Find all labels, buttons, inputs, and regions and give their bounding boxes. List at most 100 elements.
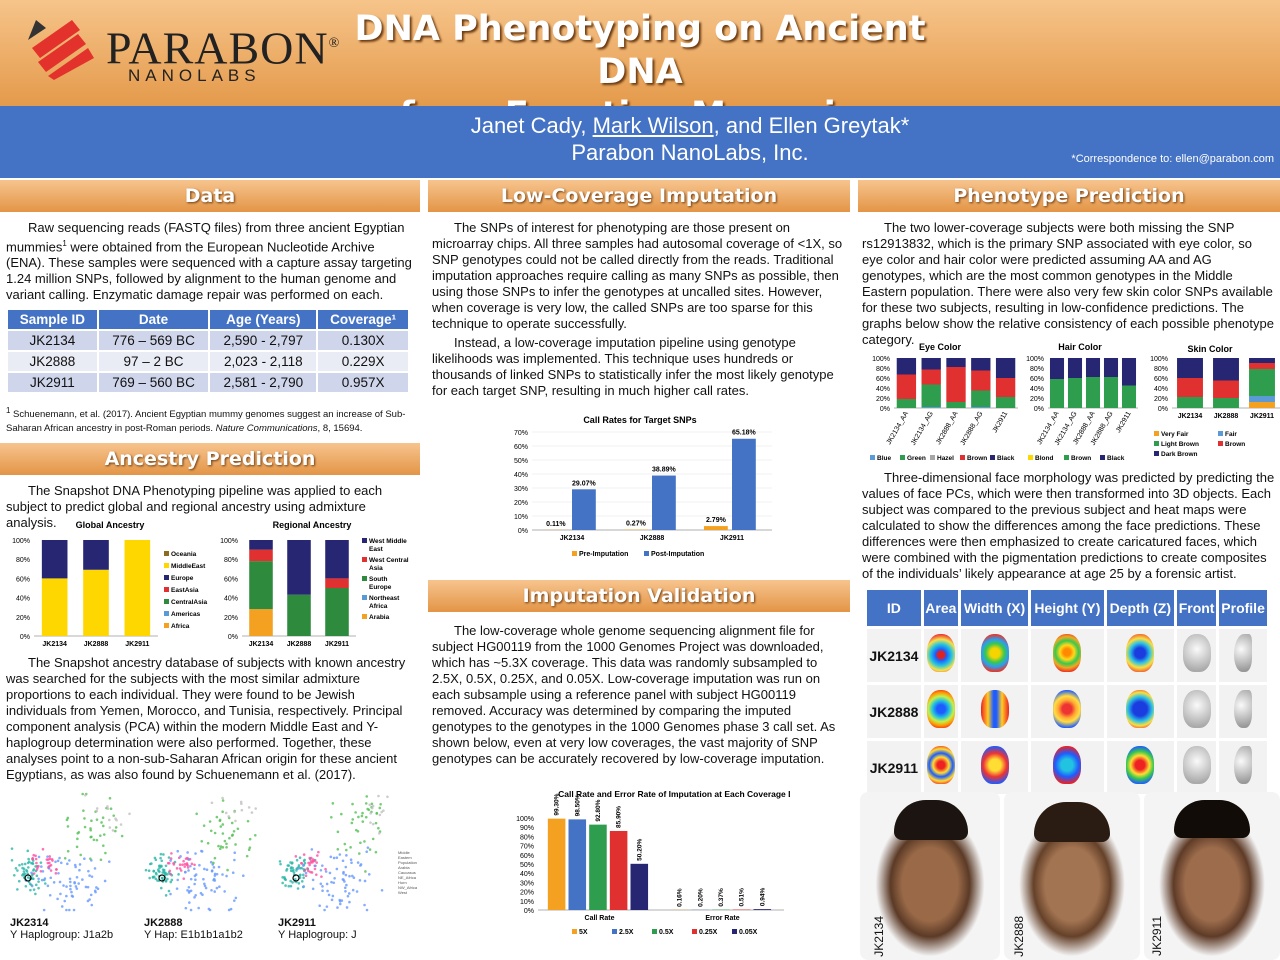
pca-point (291, 869, 295, 873)
bar-segment (971, 358, 991, 371)
pca-point (58, 880, 62, 884)
pca-point (158, 864, 162, 868)
data-label: 2.79% (706, 517, 727, 524)
pca-point (303, 868, 306, 872)
pca-point (336, 830, 340, 834)
bar-segment (1085, 358, 1101, 377)
pca-point (87, 869, 90, 873)
pca-point (103, 879, 107, 883)
pca-point (287, 884, 291, 888)
legend-label: 2.5X (619, 929, 634, 936)
bar-segment (971, 370, 991, 391)
y-tick-label: 10% (520, 899, 534, 906)
y-tick-label: 20% (1030, 396, 1044, 403)
pca-point (358, 879, 362, 882)
bar-segment (995, 358, 1016, 378)
pca-point (331, 894, 335, 898)
pca-point (183, 865, 187, 868)
pca-point (23, 862, 27, 866)
pca-point (324, 870, 328, 873)
subject-marker (24, 874, 32, 882)
bar-segment (41, 578, 68, 636)
pca-point (253, 833, 257, 837)
pca-point (55, 868, 58, 871)
pca-point (166, 877, 169, 881)
pca-point (106, 807, 110, 810)
bar-segment (896, 374, 917, 399)
pca-point (72, 908, 76, 912)
pca-point (101, 824, 105, 828)
pca-point (175, 867, 179, 870)
pca-point (83, 817, 86, 820)
pca-plot-1: JK2314 Y Haplogroup: J1a2b (10, 792, 136, 942)
phenotype-paragraph-2: Three-dimensional face morphology was pr… (862, 470, 1275, 581)
legend-swatch (164, 623, 169, 628)
heatmap-face (1053, 634, 1082, 672)
x-tick-label: Error Rate (705, 915, 739, 922)
heatmap-face (926, 746, 955, 784)
legend-label-line: Asia (369, 565, 383, 572)
pca-point (347, 892, 351, 895)
legend-label: Blond (1035, 455, 1053, 462)
legend-label: Brown (1225, 441, 1245, 448)
pca-point (325, 905, 329, 908)
pca-point (78, 868, 81, 872)
bar-segment (921, 384, 941, 407)
pca-point (226, 868, 229, 872)
data-label: 92.80% (595, 799, 602, 821)
pca-point (187, 869, 190, 872)
pca-point (245, 854, 249, 858)
bar (609, 830, 628, 910)
section-heading-validation: Imputation Validation (428, 580, 850, 612)
pca-point (371, 804, 375, 808)
legend-swatch (164, 563, 169, 568)
pca-point (225, 845, 228, 849)
heatmap-face (926, 634, 955, 672)
pca-point (37, 855, 41, 859)
pca-point (93, 867, 97, 870)
legend-swatch (362, 538, 367, 543)
pca-point (158, 866, 161, 870)
legend-swatch (1100, 455, 1105, 460)
x-tick-label: JK2911 (1250, 413, 1274, 420)
pca-point (336, 906, 339, 909)
pca-point (350, 821, 354, 825)
bar-segment (249, 549, 273, 562)
bar-segment (995, 397, 1016, 408)
pca-point (377, 826, 380, 830)
pca-point (298, 856, 302, 860)
face-table-header: ID Area Width (X) Height (Y) Depth (Z) Front P… (867, 590, 1267, 626)
pca-point (78, 863, 82, 866)
pca-point (221, 796, 224, 800)
pca-point (319, 882, 323, 886)
bar-segment (1249, 363, 1275, 369)
pca-point (218, 885, 221, 888)
data-label: 99.30% (554, 793, 561, 815)
pca-point (66, 816, 70, 820)
pca-point (161, 871, 165, 874)
pca-point (112, 814, 116, 817)
pca-point (194, 852, 197, 855)
legend-label: Brown (1071, 455, 1091, 462)
pca-point (168, 869, 172, 873)
pca-point (179, 869, 183, 872)
y-tick-label: 40% (224, 596, 238, 603)
y-tick-label: 80% (1030, 366, 1044, 373)
pca-point (217, 865, 221, 869)
pca-point (324, 867, 327, 871)
hair-shape (894, 800, 968, 840)
bar-segment (921, 369, 941, 385)
pca-point (296, 887, 300, 890)
pca-point (309, 870, 312, 874)
pca-point (34, 857, 38, 861)
pca-point (159, 852, 163, 856)
pca-point (188, 901, 191, 904)
pca-point (63, 856, 67, 860)
pca-haplogroup: Y Haplogroup: J (278, 929, 357, 941)
pca-id: JK2911 (278, 917, 316, 929)
bar-segment (1249, 369, 1275, 396)
pca-point (176, 878, 180, 882)
sample-table-header: Sample ID Date Age (Years) Coverage¹ (6, 308, 410, 331)
bar (630, 863, 649, 910)
pca-point (95, 809, 99, 813)
